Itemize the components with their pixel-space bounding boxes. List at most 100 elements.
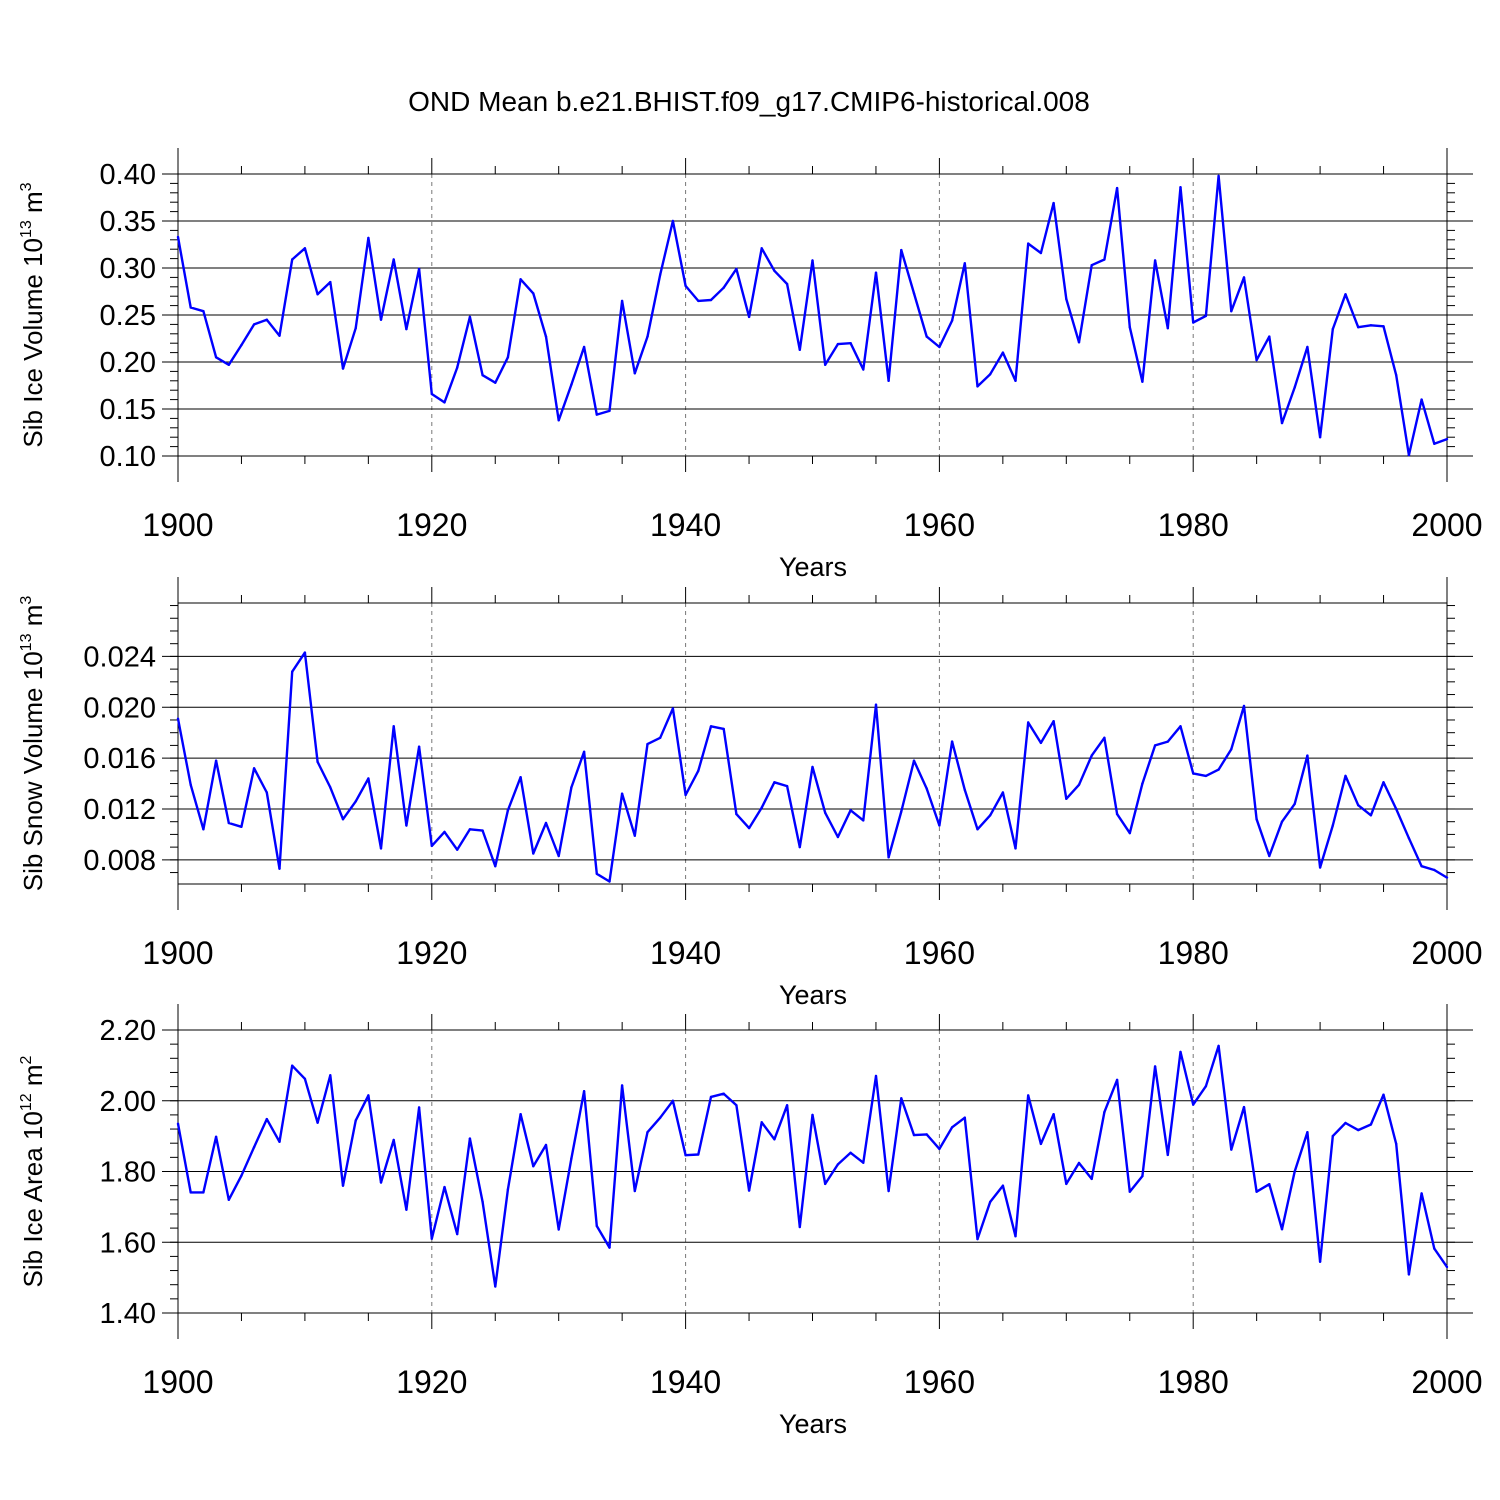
data-point: [633, 372, 636, 375]
data-point: [291, 258, 294, 261]
data-point: [925, 1133, 928, 1136]
x-axis-label: Years: [779, 552, 847, 582]
data-point: [1407, 1273, 1411, 1276]
y-axis-label: Sib Snow Volume 1013 m3: [18, 596, 48, 892]
data-point: [1128, 326, 1132, 329]
data-point: [684, 1154, 687, 1157]
data-point: [329, 280, 332, 284]
data-point: [798, 348, 801, 351]
data-point: [1052, 720, 1055, 723]
x-axis-label: Years: [779, 1409, 847, 1439]
y-tick-label: 0.020: [83, 692, 156, 724]
data-point: [900, 248, 903, 252]
data-point: [1395, 807, 1398, 811]
data-point: [278, 334, 281, 337]
data-point: [176, 235, 180, 239]
data-point: [938, 345, 941, 349]
data-point: [1039, 741, 1043, 745]
data-point: [722, 286, 725, 289]
data-point: [341, 1184, 345, 1187]
data-point: [760, 1121, 763, 1124]
data-point: [1077, 341, 1081, 344]
data-point: [468, 315, 472, 319]
data-point: [265, 791, 268, 794]
data-point: [240, 1174, 243, 1177]
data-point: [1331, 824, 1335, 827]
y-axis-label-text: m: [18, 605, 48, 634]
data-point: [1204, 314, 1208, 318]
y-tick-label: 2.00: [100, 1086, 156, 1118]
data-point: [1166, 1153, 1170, 1157]
data-point: [557, 854, 560, 858]
data-point: [824, 811, 827, 814]
data-point: [1052, 201, 1055, 205]
x-tick-label: 1920: [396, 1364, 467, 1400]
chart-panel-1: 0.10 0.15 0.20 0.25 0.30 0.35 0.40 1900 1920 1940…: [18, 148, 1483, 582]
data-point: [722, 727, 725, 731]
y-axis-label-text: Sib Ice Volume 10: [18, 238, 48, 448]
data-point: [1407, 837, 1411, 840]
data-point: [252, 323, 256, 326]
data-point: [1103, 258, 1106, 261]
data-point: [265, 318, 268, 321]
data-point: [1293, 386, 1296, 389]
data-point: [1420, 1192, 1423, 1195]
data-point: [1077, 1161, 1081, 1165]
data-point: [912, 292, 916, 295]
y-tick-label: 0.20: [100, 347, 156, 379]
y-tick-label: 0.008: [83, 845, 156, 877]
data-point: [303, 651, 307, 654]
data-point: [735, 267, 738, 271]
data-point: [760, 806, 763, 809]
data-point: [392, 1138, 395, 1142]
x-tick-label: 1920: [396, 935, 467, 971]
data-point: [1217, 174, 1220, 178]
data-point: [1204, 774, 1208, 778]
data-point: [1268, 854, 1271, 858]
data-point: [367, 777, 370, 780]
data-point: [659, 1116, 662, 1119]
data-point: [1027, 242, 1030, 245]
data-point: [303, 1077, 307, 1081]
data-point: [1179, 725, 1182, 728]
data-point: [532, 1165, 535, 1168]
data-point: [1128, 831, 1132, 835]
data-point: [481, 829, 484, 832]
data-point: [202, 310, 205, 313]
data-point: [1268, 1183, 1271, 1186]
data-point: [303, 247, 307, 250]
data-point: [976, 828, 979, 831]
data-point: [240, 343, 243, 347]
data-point: [430, 1237, 433, 1240]
data-point: [544, 1143, 548, 1147]
x-tick-label: 1920: [396, 507, 467, 543]
y-tick-label: 0.10: [100, 441, 156, 473]
data-point: [1153, 1065, 1157, 1068]
data-point: [506, 1188, 510, 1191]
data-point: [811, 259, 814, 262]
data-point: [1141, 1174, 1144, 1178]
data-point: [341, 367, 345, 370]
data-point: [1395, 1142, 1398, 1146]
data-point: [1204, 1085, 1208, 1088]
data-point: [329, 786, 332, 789]
data-point: [989, 373, 992, 376]
data-point: [214, 1135, 218, 1139]
data-point: [747, 1189, 751, 1192]
data-point: [659, 736, 662, 739]
data-point: [950, 740, 954, 743]
data-point: [976, 1237, 979, 1241]
data-point: [316, 760, 319, 764]
data-point: [747, 826, 751, 830]
data-point: [1306, 1131, 1309, 1134]
data-point: [1331, 327, 1335, 331]
data-point: [176, 1122, 180, 1125]
data-point: [862, 1161, 865, 1164]
data-point: [443, 401, 446, 404]
data-point: [760, 247, 763, 250]
data-point: [963, 262, 966, 265]
data-point: [1103, 1110, 1106, 1114]
data-point: [912, 759, 916, 762]
data-point: [1166, 327, 1170, 330]
data-point: [773, 781, 776, 784]
